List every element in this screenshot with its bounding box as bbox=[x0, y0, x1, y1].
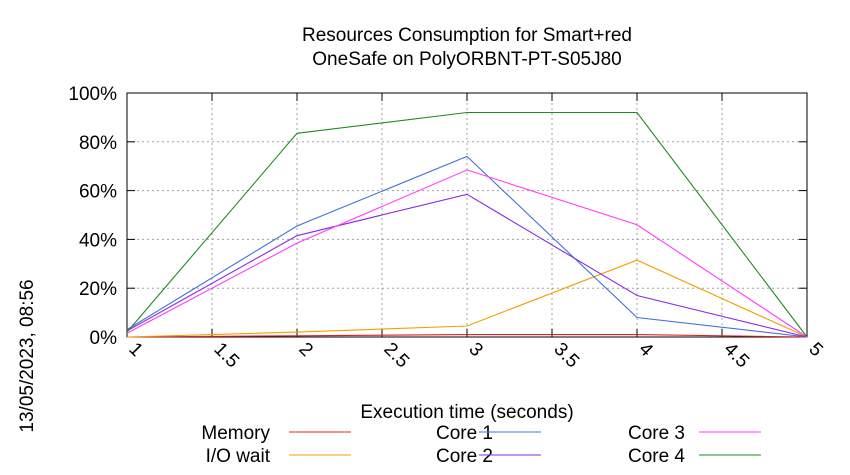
series-line-core-3 bbox=[126, 169, 808, 338]
y-tick-label: 40% bbox=[79, 230, 117, 251]
series-line-memory bbox=[126, 334, 808, 338]
legend-label-memory: Memory bbox=[201, 423, 270, 444]
series-line-core-1 bbox=[126, 155, 808, 338]
x-tick-label: 1.5 bbox=[209, 339, 243, 373]
series-line-core-2 bbox=[126, 193, 808, 338]
legend-label-core-1: Core 1 bbox=[436, 423, 493, 444]
x-tick-label: 5 bbox=[804, 339, 826, 361]
legend-label-i-o-wait: I/O wait bbox=[206, 446, 271, 467]
x-tick-label: 4 bbox=[634, 339, 657, 362]
legend-label-core-4: Core 4 bbox=[628, 446, 685, 467]
series-lines bbox=[126, 111, 808, 338]
x-tick-label: 4.5 bbox=[719, 339, 753, 373]
y-tick-label: 80% bbox=[79, 133, 117, 154]
chart-title-line-2: OneSafe on PolyORBNT-PT-S05J80 bbox=[312, 49, 621, 70]
x-tick-label: 3.5 bbox=[549, 339, 583, 373]
y-tick-label: 0% bbox=[90, 328, 118, 349]
x-tick-label: 2.5 bbox=[379, 339, 413, 373]
x-axis-label: Execution time (seconds) bbox=[360, 402, 573, 423]
y-tick-label: 20% bbox=[79, 279, 117, 300]
axes: 0% 20% 40% 60% 80% 100% 1 1.5 2 2.5 3 3.5 4 4.5 5 bbox=[68, 84, 826, 372]
x-tick-label: 3 bbox=[464, 339, 486, 361]
legend-label-core-2: Core 2 bbox=[436, 446, 493, 467]
grid bbox=[127, 93, 807, 337]
plot-border bbox=[126, 92, 808, 338]
chart-title-line-1: Resources Consumption for Smart+red bbox=[302, 25, 632, 46]
x-tick-label: 2 bbox=[294, 339, 316, 361]
series-line-core-4 bbox=[126, 111, 808, 338]
y-tick-label: 100% bbox=[68, 84, 117, 105]
series-line-i-o-wait bbox=[126, 259, 808, 338]
chart-title: Resources Consumption for Smart+red OneS… bbox=[302, 25, 632, 70]
y-tick-label: 60% bbox=[79, 182, 117, 203]
x-tick-label: 1 bbox=[124, 339, 146, 361]
timestamp-label: 13/05/2023, 08:56 bbox=[17, 279, 38, 432]
legend-label-core-3: Core 3 bbox=[628, 423, 685, 444]
